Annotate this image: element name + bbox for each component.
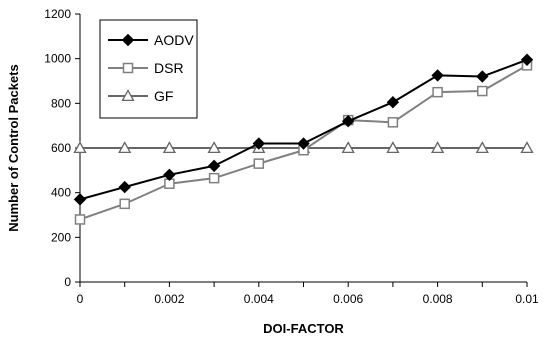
x-tick-label: 0.004 bbox=[244, 292, 274, 306]
square-marker bbox=[208, 172, 220, 184]
square-marker bbox=[119, 198, 130, 210]
square-marker bbox=[74, 214, 86, 225]
diamond-marker bbox=[163, 168, 176, 182]
diamond-marker bbox=[207, 159, 221, 173]
diamond-marker bbox=[118, 180, 131, 194]
y-tick-label: 400 bbox=[51, 186, 71, 200]
series-aodv bbox=[73, 53, 534, 206]
x-tick-label: 0.002 bbox=[154, 292, 184, 306]
legend-label: DSR bbox=[154, 60, 184, 76]
y-tick-label: 1200 bbox=[44, 7, 71, 21]
x-tick-label: 0 bbox=[77, 292, 84, 306]
diamond-marker bbox=[476, 70, 489, 83]
triangle-marker bbox=[475, 141, 489, 154]
y-tick-label: 0 bbox=[64, 275, 71, 289]
y-tick-label: 200 bbox=[51, 230, 71, 244]
square-marker bbox=[122, 62, 134, 74]
triangle-marker bbox=[430, 141, 445, 154]
y-tick-label: 600 bbox=[51, 141, 71, 155]
diamond-marker bbox=[297, 137, 310, 150]
triangle-marker bbox=[386, 141, 400, 154]
triangle-marker bbox=[162, 141, 177, 154]
y-tick-label: 1000 bbox=[44, 52, 71, 66]
y-tick-label: 800 bbox=[51, 96, 71, 110]
axes: 0 200 400 600 800 1000 1200 0 0.002 0.004 0.006 0.0… bbox=[44, 7, 539, 306]
diamond-marker bbox=[431, 69, 444, 82]
y-axis-title: Number of Control Packets bbox=[6, 64, 21, 232]
square-marker bbox=[253, 158, 265, 169]
legend-label: AODV bbox=[154, 32, 194, 48]
square-marker bbox=[477, 85, 488, 97]
series-layer bbox=[73, 53, 534, 225]
diamond-marker bbox=[121, 33, 135, 47]
triangle-marker bbox=[73, 141, 87, 154]
triangle-marker bbox=[341, 141, 355, 154]
x-axis-title: DOI-FACTOR bbox=[263, 321, 344, 336]
square-marker bbox=[432, 86, 443, 98]
diamond-marker bbox=[252, 137, 266, 150]
square-marker bbox=[387, 117, 399, 128]
triangle-marker bbox=[207, 141, 221, 154]
legend-label: GF bbox=[154, 88, 173, 104]
x-tick-label: 0.01 bbox=[515, 292, 539, 306]
triangle-marker bbox=[520, 141, 534, 154]
diamond-marker bbox=[73, 193, 87, 206]
x-tick-label: 0.006 bbox=[333, 292, 363, 306]
legend: AODV DSR GF bbox=[99, 19, 198, 119]
triangle-marker bbox=[118, 141, 132, 154]
diamond-marker bbox=[341, 114, 355, 128]
diamond-marker bbox=[386, 96, 400, 109]
diamond-marker bbox=[520, 53, 534, 66]
x-tick-label: 0.008 bbox=[423, 292, 453, 306]
triangle-marker bbox=[121, 89, 135, 102]
